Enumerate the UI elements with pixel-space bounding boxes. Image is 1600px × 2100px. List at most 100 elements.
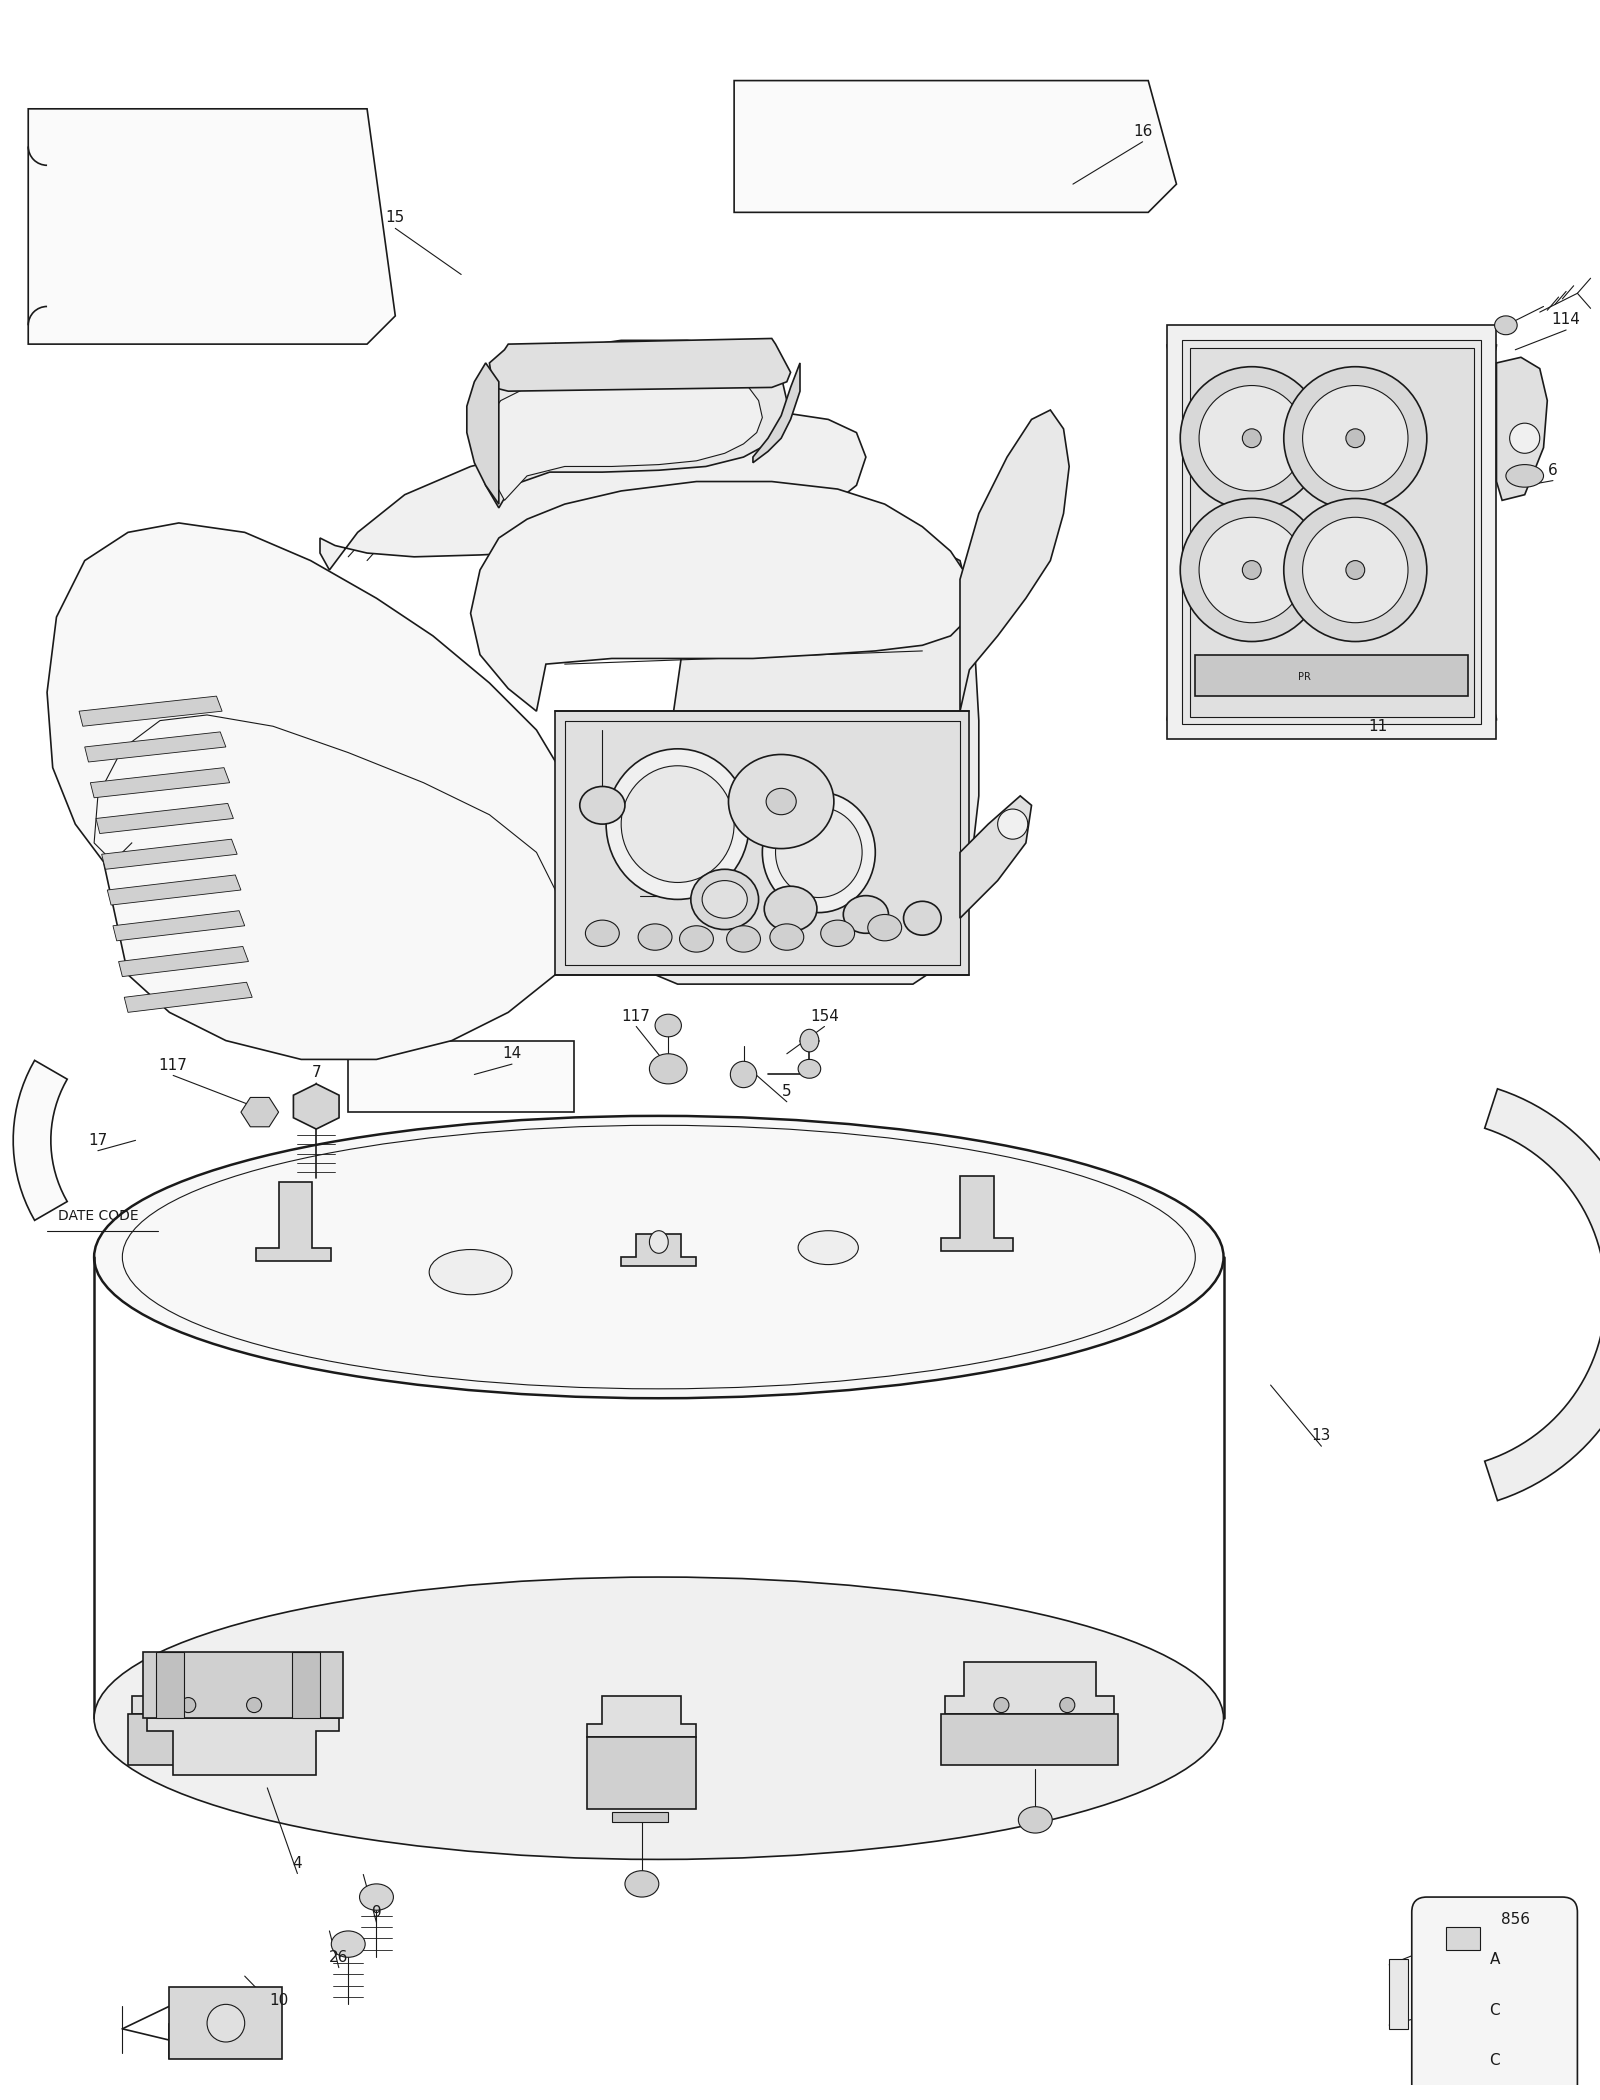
Bar — [611, 1812, 669, 1823]
Ellipse shape — [650, 1231, 669, 1254]
Ellipse shape — [606, 750, 749, 899]
Polygon shape — [946, 1661, 1114, 1714]
Bar — [1446, 1928, 1480, 1949]
Polygon shape — [147, 1718, 339, 1774]
Bar — [349, 1042, 574, 1113]
Ellipse shape — [1283, 498, 1427, 640]
Text: PR: PR — [1298, 672, 1310, 682]
Polygon shape — [102, 840, 237, 869]
Text: 17: 17 — [88, 1132, 107, 1149]
Polygon shape — [470, 481, 970, 712]
Text: 856: 856 — [1501, 1913, 1530, 1928]
Ellipse shape — [579, 788, 626, 823]
Ellipse shape — [206, 2003, 245, 2041]
Polygon shape — [555, 712, 970, 974]
Ellipse shape — [994, 1697, 1010, 1714]
Polygon shape — [128, 1714, 306, 1766]
Ellipse shape — [654, 1014, 682, 1037]
Polygon shape — [29, 109, 395, 344]
Ellipse shape — [726, 926, 760, 951]
Polygon shape — [78, 695, 222, 727]
Text: 26: 26 — [330, 1949, 349, 1966]
Ellipse shape — [586, 920, 619, 947]
Polygon shape — [1496, 357, 1547, 500]
Polygon shape — [1389, 1959, 1408, 2029]
Ellipse shape — [1283, 368, 1427, 510]
Ellipse shape — [181, 1697, 195, 1714]
Polygon shape — [96, 804, 234, 834]
Ellipse shape — [1242, 428, 1261, 447]
Polygon shape — [46, 523, 594, 1058]
Polygon shape — [536, 550, 979, 985]
Polygon shape — [587, 1695, 696, 1737]
Ellipse shape — [904, 901, 941, 934]
Ellipse shape — [94, 1115, 1224, 1399]
Text: 13: 13 — [1312, 1428, 1331, 1443]
FancyBboxPatch shape — [1411, 1896, 1578, 2100]
Text: 114: 114 — [1552, 313, 1581, 328]
Text: 4: 4 — [293, 1856, 302, 1871]
Polygon shape — [486, 370, 762, 500]
Ellipse shape — [728, 754, 834, 848]
Polygon shape — [107, 876, 242, 905]
Polygon shape — [587, 1737, 696, 1808]
Bar — [1182, 340, 1482, 724]
Polygon shape — [90, 769, 230, 798]
Polygon shape — [490, 338, 790, 391]
Polygon shape — [941, 1714, 1118, 1766]
Polygon shape — [125, 983, 253, 1012]
Ellipse shape — [1018, 1806, 1053, 1833]
Text: 16: 16 — [1133, 124, 1152, 139]
Polygon shape — [118, 947, 248, 976]
Ellipse shape — [776, 806, 862, 897]
Ellipse shape — [691, 869, 758, 930]
Bar — [1195, 655, 1469, 695]
Polygon shape — [13, 1060, 67, 1220]
Bar — [1190, 349, 1474, 716]
Text: 117: 117 — [158, 1058, 187, 1073]
Polygon shape — [474, 340, 787, 508]
Ellipse shape — [94, 1577, 1224, 1858]
Polygon shape — [960, 410, 1069, 712]
Text: 9: 9 — [371, 1905, 381, 1919]
Polygon shape — [131, 1661, 301, 1714]
Ellipse shape — [429, 1250, 512, 1296]
Polygon shape — [941, 1176, 1013, 1252]
Ellipse shape — [626, 1871, 659, 1896]
Text: 5: 5 — [782, 1084, 792, 1098]
Ellipse shape — [821, 920, 854, 947]
Ellipse shape — [798, 1058, 821, 1077]
Text: 11: 11 — [1368, 718, 1387, 733]
Text: A: A — [1490, 1951, 1499, 1968]
Polygon shape — [1485, 1088, 1600, 1501]
Text: 10: 10 — [269, 1993, 288, 2008]
Ellipse shape — [360, 1884, 394, 1911]
Ellipse shape — [1181, 498, 1323, 640]
Ellipse shape — [680, 926, 714, 951]
Ellipse shape — [770, 924, 803, 949]
Ellipse shape — [843, 895, 888, 932]
Ellipse shape — [1346, 428, 1365, 447]
Ellipse shape — [762, 792, 875, 914]
Ellipse shape — [1494, 315, 1517, 334]
Ellipse shape — [650, 1054, 686, 1084]
Polygon shape — [170, 1987, 282, 2058]
Ellipse shape — [1302, 386, 1408, 491]
Ellipse shape — [1198, 517, 1304, 624]
Polygon shape — [242, 1098, 278, 1128]
Ellipse shape — [702, 880, 747, 918]
Ellipse shape — [1198, 386, 1304, 491]
Ellipse shape — [998, 808, 1027, 840]
Ellipse shape — [766, 788, 797, 815]
Polygon shape — [467, 363, 499, 504]
Text: 117: 117 — [622, 1008, 651, 1023]
Ellipse shape — [800, 1029, 819, 1052]
Polygon shape — [621, 1235, 696, 1266]
Ellipse shape — [246, 1697, 262, 1714]
Ellipse shape — [867, 914, 902, 941]
Ellipse shape — [1242, 561, 1261, 580]
Polygon shape — [754, 363, 800, 462]
Ellipse shape — [1510, 424, 1539, 454]
Polygon shape — [734, 80, 1176, 212]
Ellipse shape — [765, 886, 818, 932]
